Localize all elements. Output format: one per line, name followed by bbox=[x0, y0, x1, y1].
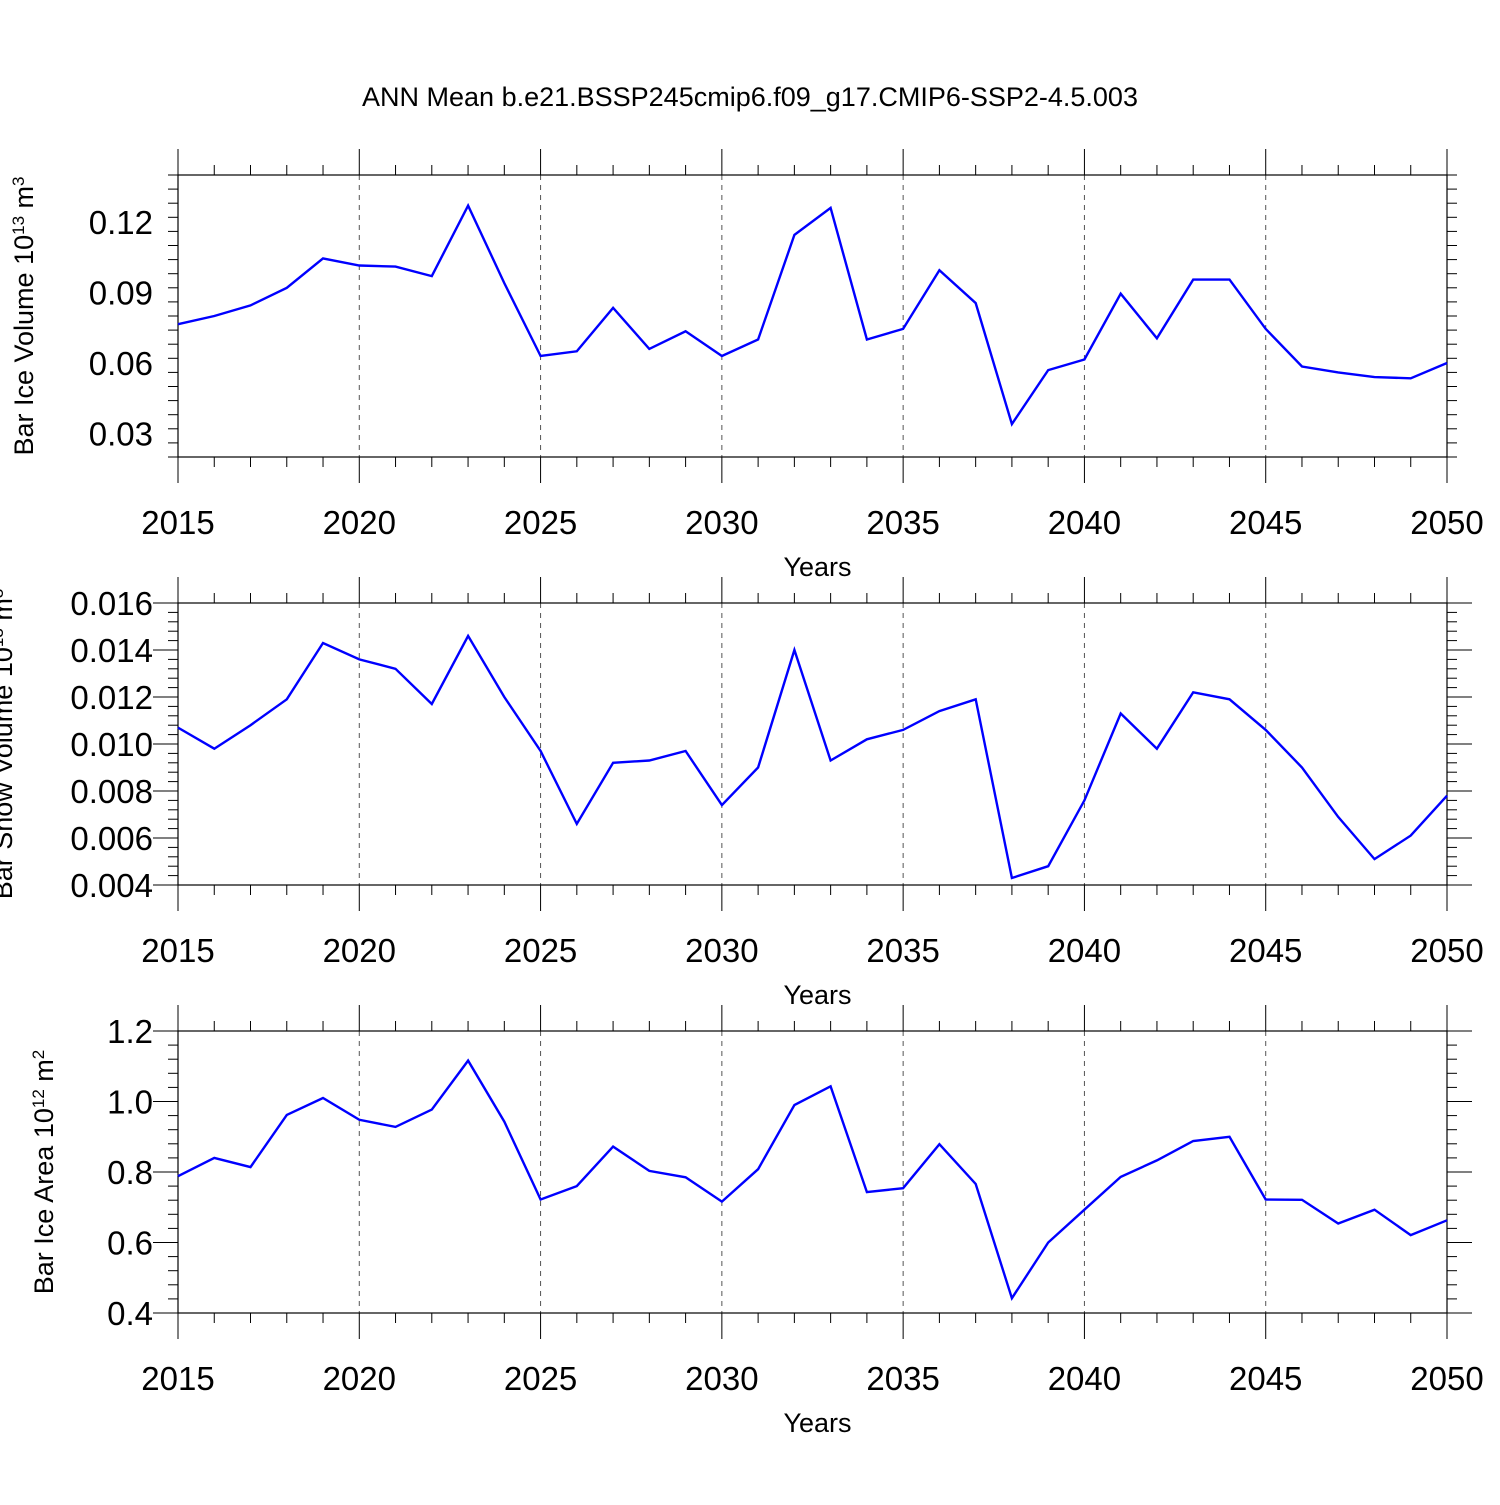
x-tick-label: 2025 bbox=[504, 1360, 577, 1397]
x-tick-label: 2025 bbox=[504, 504, 577, 541]
y-tick-label: 0.014 bbox=[70, 632, 153, 669]
y-axis-title-unit-name: m bbox=[0, 598, 18, 621]
data-series-line bbox=[178, 636, 1447, 878]
y-axis-title-space bbox=[29, 1138, 59, 1146]
y-tick-label: 0.6 bbox=[107, 1225, 153, 1262]
x-tick-label: 2045 bbox=[1229, 932, 1302, 969]
y-tick-label: 0.06 bbox=[89, 345, 153, 382]
y-axis-title-unit-exp: 13 bbox=[9, 216, 28, 235]
x-tick-label: 2035 bbox=[866, 932, 939, 969]
y-axis-title-ylabel: Bar Ice Volume bbox=[9, 272, 39, 455]
y-tick-label: 0.008 bbox=[70, 773, 153, 810]
x-tick-label: 2030 bbox=[685, 932, 758, 969]
y-tick-label: 0.4 bbox=[107, 1295, 153, 1332]
y-axis-title-unit-base: 10 bbox=[0, 647, 18, 677]
x-tick-label: 2035 bbox=[866, 1360, 939, 1397]
y-tick-label: 0.012 bbox=[70, 679, 153, 716]
y-tick-label: 0.016 bbox=[70, 585, 153, 622]
y-axis-title-space bbox=[9, 265, 39, 273]
x-tick-label: 2040 bbox=[1048, 1360, 1121, 1397]
data-series-line bbox=[178, 206, 1447, 425]
x-axis-title: Years bbox=[783, 980, 851, 1010]
y-axis-title-unit-name: m bbox=[9, 186, 39, 209]
y-axis-title-unit-base: 10 bbox=[9, 235, 39, 265]
x-tick-label: 2020 bbox=[323, 932, 396, 969]
x-tick-label: 2030 bbox=[685, 1360, 758, 1397]
x-tick-label: 2050 bbox=[1410, 504, 1483, 541]
x-axis-title: Years bbox=[783, 1408, 851, 1438]
panel-1: 2015 2020 2025 2030 2035 2040 2045 2050 Years 0.0… bbox=[9, 149, 1484, 582]
y-axis-title-space bbox=[0, 621, 18, 629]
y-axis-title-unit-name: m bbox=[29, 1059, 59, 1082]
y-tick-label: 1.2 bbox=[107, 1013, 153, 1050]
y-axis-title-unit-exp: 13 bbox=[0, 628, 7, 647]
x-tick-label: 2040 bbox=[1048, 504, 1121, 541]
x-tick-label: 2040 bbox=[1048, 932, 1121, 969]
y-axis-title-unit-pow: 2 bbox=[29, 1050, 48, 1059]
y-tick-label: 0.8 bbox=[107, 1154, 153, 1191]
data-series-line bbox=[178, 1061, 1447, 1299]
x-tick-label: 2045 bbox=[1229, 1360, 1302, 1397]
x-axis-title: Years bbox=[783, 552, 851, 582]
panel-2: 2015 2020 2025 2030 2035 2040 2045 2050 Years 0.0… bbox=[0, 577, 1484, 1010]
y-tick-label: 0.004 bbox=[70, 867, 153, 904]
panel-3: 2015 2020 2025 2030 2035 2040 2045 2050 Years 0.4… bbox=[29, 1005, 1484, 1438]
y-axis-title-ylabel: Bar Snow Volume bbox=[0, 685, 18, 900]
y-tick-label: 0.12 bbox=[89, 204, 153, 241]
y-axis-title-unit-exp: 12 bbox=[29, 1089, 48, 1108]
x-tick-label: 2020 bbox=[323, 504, 396, 541]
y-axis-title-unit-pow: 3 bbox=[0, 589, 7, 598]
chart-title: ANN Mean b.e21.BSSP245cmip6.f09_g17.CMIP… bbox=[0, 82, 1500, 113]
x-tick-label: 2045 bbox=[1229, 504, 1302, 541]
y-axis-title: Bar Ice Area 1012 m2 bbox=[29, 1050, 60, 1295]
plot-frame bbox=[178, 603, 1447, 885]
x-tick-label: 2035 bbox=[866, 504, 939, 541]
y-axis-title-unit-base: 10 bbox=[29, 1108, 59, 1138]
y-tick-label: 1.0 bbox=[107, 1084, 153, 1121]
y-axis-title-space bbox=[29, 1082, 59, 1090]
plot-frame bbox=[178, 1031, 1447, 1313]
y-tick-label: 0.006 bbox=[70, 820, 153, 857]
y-axis-title-space bbox=[9, 208, 39, 216]
y-axis-title-space bbox=[0, 677, 18, 685]
x-tick-label: 2015 bbox=[141, 504, 214, 541]
y-tick-label: 0.03 bbox=[89, 416, 153, 453]
x-tick-label: 2020 bbox=[323, 1360, 396, 1397]
y-tick-label: 0.010 bbox=[70, 726, 153, 763]
x-tick-label: 2050 bbox=[1410, 932, 1483, 969]
x-tick-label: 2050 bbox=[1410, 1360, 1483, 1397]
x-tick-label: 2025 bbox=[504, 932, 577, 969]
x-tick-label: 2015 bbox=[141, 932, 214, 969]
y-axis-title-unit-pow: 3 bbox=[9, 176, 28, 185]
x-tick-label: 2030 bbox=[685, 504, 758, 541]
y-axis-title: Bar Snow Volume 1013 m3 bbox=[0, 589, 18, 900]
x-tick-label: 2015 bbox=[141, 1360, 214, 1397]
y-axis-title-ylabel: Bar Ice Area bbox=[29, 1145, 59, 1295]
y-axis-title: Bar Ice Volume 1013 m3 bbox=[9, 176, 40, 455]
y-tick-label: 0.09 bbox=[89, 275, 153, 312]
